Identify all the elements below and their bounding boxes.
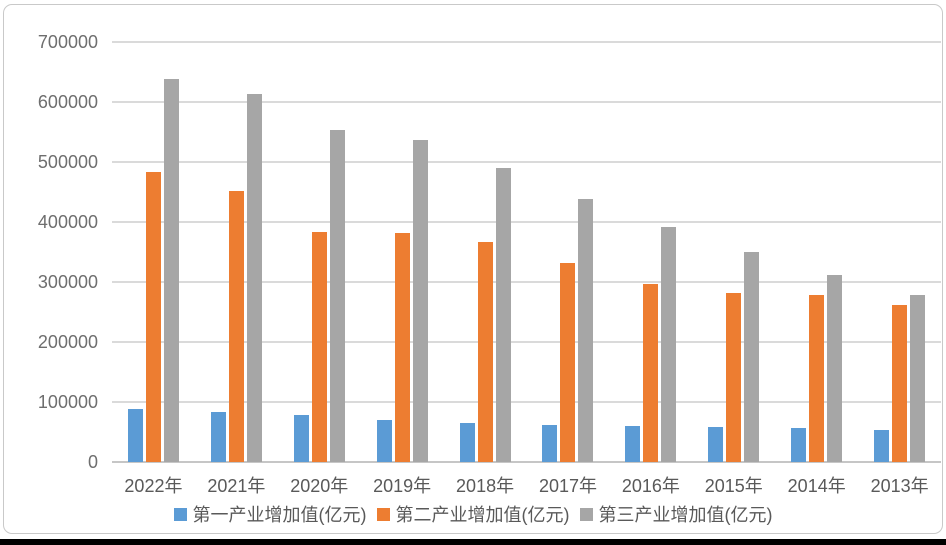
bar-series1-2022年 [127, 409, 143, 462]
bar-series2-2016年 [643, 283, 659, 462]
bar-series1-2017年 [542, 424, 558, 462]
bar-series1-2019年 [376, 420, 392, 462]
x-axis-label: 2017年 [538, 476, 597, 496]
bar-series3-2015年 [744, 252, 760, 462]
bar-series3-2013年 [910, 295, 926, 462]
bar-group-2022年 [112, 42, 195, 462]
y-axis-label: 300000 [37, 272, 98, 292]
bar-series1-2015年 [708, 427, 724, 462]
bar-series2-2017年 [560, 262, 576, 462]
x-axis-label: 2016年 [621, 476, 680, 496]
bar-group-2021年 [195, 42, 278, 462]
bar-group-2013年 [858, 42, 941, 462]
bar-group-2018年 [444, 42, 527, 462]
legend-marker-icon [579, 507, 593, 521]
legend-label: 第二产业增加值(亿元) [395, 505, 570, 525]
y-axis-label: 700000 [37, 32, 98, 52]
gridline [112, 161, 941, 163]
y-axis-label: 400000 [37, 212, 98, 232]
x-axis-label: 2022年 [124, 476, 183, 496]
legend-label: 第一产业增加值(亿元) [192, 505, 367, 525]
plot-area [112, 41, 941, 463]
y-axis-label: 600000 [37, 92, 98, 112]
legend-item-series2: 第二产业增加值(亿元) [376, 501, 570, 527]
x-axis-label: 2021年 [207, 476, 266, 496]
x-axis-label: 2019年 [373, 476, 432, 496]
x-axis-label: 2015年 [704, 476, 763, 496]
bar-series1-2018年 [459, 423, 475, 462]
bar-series2-2020年 [311, 231, 327, 462]
bar-columns [112, 42, 941, 462]
x-axis-label: 2018年 [456, 476, 515, 496]
x-axis-label: 2013年 [870, 476, 929, 496]
gridline [112, 401, 941, 403]
bar-series2-2013年 [892, 304, 908, 462]
bar-group-2015年 [692, 42, 775, 462]
bar-group-2020年 [278, 42, 361, 462]
y-axis-label: 500000 [37, 152, 98, 172]
bar-series3-2014年 [827, 275, 843, 462]
bottom-edge-bar [0, 539, 946, 545]
x-axis-line [112, 461, 941, 463]
gridline [112, 341, 941, 343]
bar-series2-2022年 [145, 172, 161, 462]
bar-series3-2020年 [329, 129, 345, 462]
bar-series1-2014年 [791, 428, 807, 462]
legend-marker-icon [376, 507, 390, 521]
x-axis-label: 2020年 [290, 476, 349, 496]
legend-item-series1: 第一产业增加值(亿元) [173, 501, 367, 527]
bar-series1-2021年 [210, 412, 226, 462]
bar-series1-2020年 [293, 415, 309, 462]
gridline [112, 41, 941, 43]
legend-label: 第三产业增加值(亿元) [598, 505, 773, 525]
bar-series3-2022年 [163, 78, 179, 462]
bar-group-2019年 [361, 42, 444, 462]
bar-group-2014年 [775, 42, 858, 462]
bar-group-2017年 [527, 42, 610, 462]
gridline [112, 281, 941, 283]
y-axis: 700000 600000 500000 400000 300000 200000 1000… [24, 32, 98, 472]
bar-series3-2018年 [495, 168, 511, 462]
bar-series2-2018年 [477, 242, 493, 462]
bar-series3-2016年 [661, 227, 677, 462]
legend-marker-icon [173, 507, 187, 521]
bar-series2-2019年 [394, 233, 410, 462]
y-axis-label: 200000 [37, 332, 98, 352]
bar-series3-2017年 [578, 199, 594, 462]
bar-series1-2013年 [874, 430, 890, 462]
legend: 第一产业增加值(亿元) 第二产业增加值(亿元) 第三产业增加值(亿元) [0, 501, 946, 527]
x-axis: 2022年 2021年 2020年 2019年 2018年 2017年 2016年 2015年… [112, 472, 941, 498]
bar-series2-2015年 [726, 292, 742, 462]
gridline [112, 101, 941, 103]
bar-series2-2014年 [809, 295, 825, 462]
y-axis-label: 100000 [37, 392, 98, 412]
bar-series3-2019年 [412, 140, 428, 462]
gridline [112, 221, 941, 223]
legend-item-series3: 第三产业增加值(亿元) [579, 501, 773, 527]
y-axis-label: 0 [87, 452, 98, 472]
bar-group-2016年 [609, 42, 692, 462]
bar-series1-2016年 [625, 426, 641, 462]
bar-series2-2021年 [228, 191, 244, 462]
bar-series3-2021年 [246, 93, 262, 462]
x-axis-label: 2014年 [787, 476, 846, 496]
